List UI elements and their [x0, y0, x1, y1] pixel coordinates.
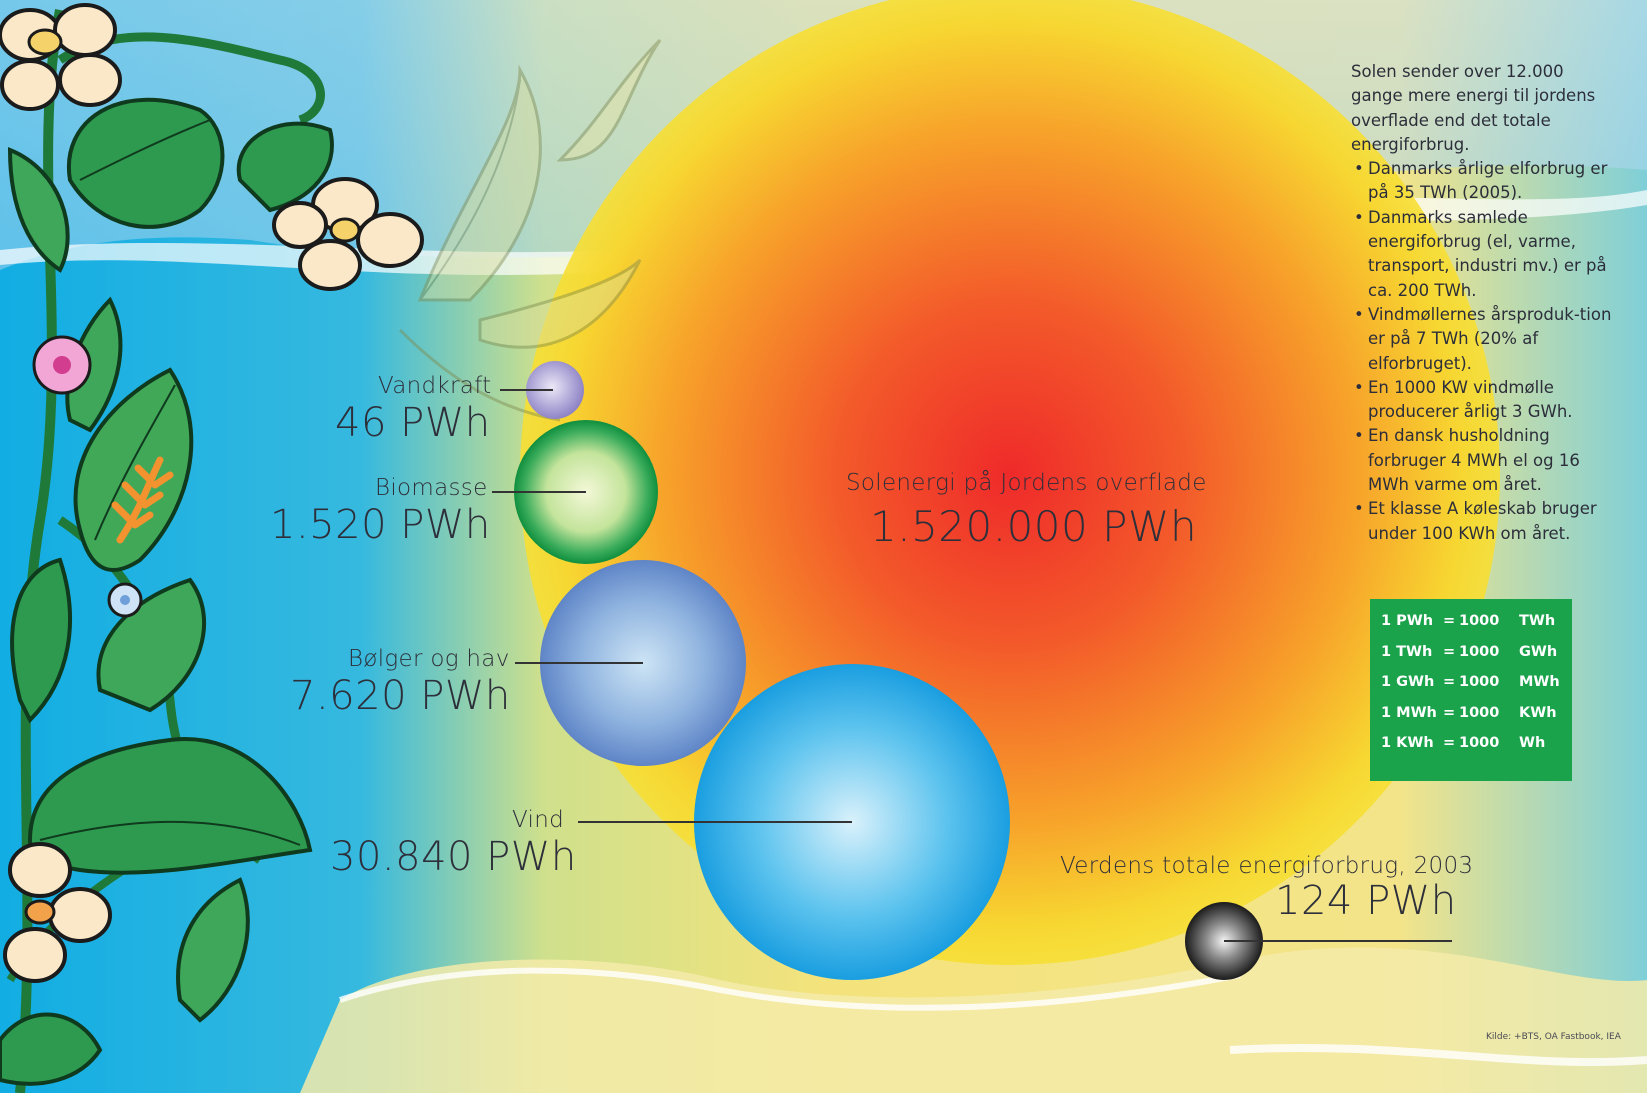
unit-left: 1 TWh	[1381, 643, 1433, 660]
vind-value: 30.840 PWh	[330, 834, 577, 880]
unit-unit: TWh	[1519, 613, 1556, 629]
unit-left: 1 MWh	[1381, 704, 1437, 721]
sun-name: Solenergi på Jordens overflade	[846, 470, 1207, 496]
info-bullet: Vindmøllernes årsproduk-tion er på 7 TWh…	[1351, 303, 1617, 376]
unit-conversion-box: 1 PWh = 1000 TWh 1 TWh = 1000 GWh 1 GWh = 1000 MW…	[1370, 599, 1572, 781]
info-bullet: Danmarks samlede energiforbrug (el, varm…	[1351, 206, 1617, 303]
leaves	[0, 97, 334, 1086]
unit-right: 1000	[1459, 613, 1500, 629]
info-bullet: En dansk husholdning forbruger 4 MWh el …	[1351, 424, 1617, 497]
swoosh-highlight	[339, 967, 1241, 1011]
flower-bottom-left	[3, 842, 112, 983]
info-bullet: En 1000 KW vindmølle producerer årligt 3…	[1351, 376, 1617, 425]
unit-unit: MWh	[1519, 674, 1560, 690]
vandkraft-name: Vandkraft	[378, 373, 492, 399]
unit-left: 1 PWh	[1381, 613, 1434, 629]
orange-sprig	[111, 456, 174, 544]
sun-value: 1.520.000 PWh	[870, 502, 1198, 551]
unit-eq: =	[1443, 735, 1456, 751]
world-value: 124 PWh	[1275, 878, 1457, 924]
vandkraft-value: 46 PWh	[335, 400, 491, 446]
blue-flower	[107, 582, 143, 618]
faded-leaf-sketch	[398, 38, 662, 422]
unit-unit: Wh	[1519, 735, 1546, 751]
unit-row: 1 GWh = 1000 MWh	[1381, 674, 1572, 705]
info-bullet: Danmarks årlige elforbrug er på 35 TWh (…	[1351, 157, 1617, 206]
source-note: Kilde: +BTS, OA Fastbook, IEA	[1486, 1032, 1621, 1042]
unit-left: 1 KWh	[1381, 735, 1434, 751]
unit-left: 1 GWh	[1381, 674, 1435, 690]
info-bullet: Et klasse A køleskab bruger under 100 KW…	[1351, 497, 1617, 546]
bolger-value: 7.620 PWh	[290, 673, 511, 719]
unit-right: 1000	[1459, 643, 1500, 660]
swoosh-highlight-right	[1229, 1043, 1647, 1067]
unit-unit: GWh	[1519, 643, 1558, 660]
unit-eq: =	[1443, 613, 1456, 629]
unit-row: 1 TWh = 1000 GWh	[1381, 644, 1572, 675]
vind-name: Vind	[512, 807, 564, 833]
unit-row: 1 MWh = 1000 KWh	[1381, 705, 1572, 736]
unit-right: 1000	[1459, 674, 1500, 690]
unit-eq: =	[1443, 674, 1456, 690]
unit-eq: =	[1443, 704, 1456, 721]
unit-right: 1000	[1459, 735, 1500, 751]
vandkraft-circle	[526, 361, 584, 419]
unit-row: 1 KWh = 1000 Wh	[1381, 735, 1572, 766]
unit-row: 1 PWh = 1000 TWh	[1381, 613, 1572, 644]
info-bullets: Danmarks årlige elforbrug er på 35 TWh (…	[1351, 157, 1617, 546]
flower-upper	[272, 177, 424, 291]
info-intro: Solen sender over 12.000 gange mere ener…	[1351, 62, 1596, 154]
unit-eq: =	[1443, 643, 1456, 660]
unit-right: 1000	[1459, 704, 1500, 721]
flower-top-left	[0, 3, 122, 111]
world-name: Verdens totale energiforbrug, 2003	[1060, 853, 1474, 879]
biomasse-value: 1.520 PWh	[270, 502, 491, 548]
pink-daisy	[32, 335, 92, 395]
info-panel: Solen sender over 12.000 gange mere ener…	[1351, 60, 1617, 546]
ground-swoosh	[300, 947, 1647, 1093]
biomasse-name: Biomasse	[375, 475, 488, 501]
bolger-name: Bølger og hav	[348, 646, 510, 672]
unit-unit: KWh	[1519, 704, 1557, 721]
